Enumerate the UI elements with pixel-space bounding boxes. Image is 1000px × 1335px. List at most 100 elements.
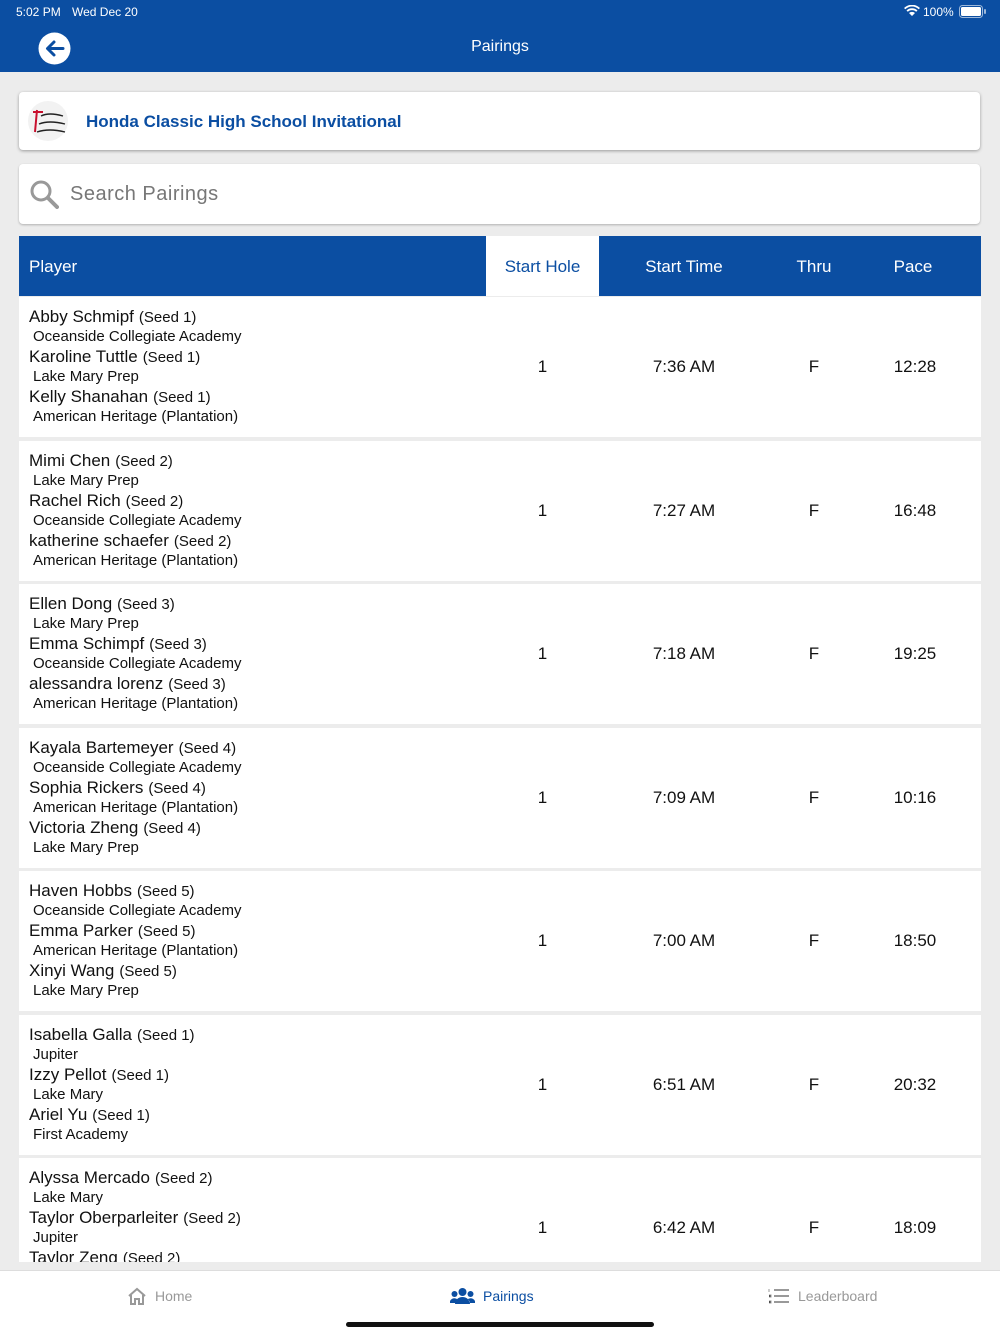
player-line: Sophia Rickers (Seed 4): [29, 778, 206, 798]
player-school: Oceanside Collegiate Academy: [33, 902, 242, 919]
thru: F: [808, 644, 820, 663]
player-school: American Heritage (Plantation): [33, 551, 239, 569]
pairings-icon: [450, 1288, 475, 1304]
player-school: Lake Mary Prep: [33, 368, 139, 385]
player-line: Izzy Pellot (Seed 1): [29, 1065, 169, 1085]
start-hole: 1: [537, 500, 548, 520]
player-seed: (Seed 2): [115, 452, 173, 470]
start-hole: 1: [537, 357, 548, 376]
player-name: Abby Schmipf: [29, 307, 134, 326]
back-button[interactable]: [38, 32, 71, 65]
pace: 19:25: [893, 644, 937, 663]
pace: 12:28: [893, 357, 937, 376]
player-school: Oceanside Collegiate Academy: [33, 758, 242, 776]
player-school: Oceanside Collegiate Academy: [33, 511, 242, 529]
player-name: Izzy Pellot: [29, 1064, 107, 1084]
player-name: Taylor Zeng: [29, 1248, 118, 1262]
thru: F: [808, 787, 820, 807]
pairing-row[interactable]: Ellen Dong (Seed 3) Lake Mary Prep Emma Sch…: [19, 584, 981, 724]
tournament-name: Honda Classic High School Invitational: [86, 112, 402, 131]
pace: 18:50: [893, 931, 937, 950]
player-school: American Heritage (Plantation): [33, 695, 239, 712]
player-name: Alyssa Mercado: [29, 1168, 150, 1187]
pairing-row[interactable]: Mimi Chen (Seed 2) Lake Mary Prep Rachel Ri…: [19, 440, 981, 581]
player-school: Lake Mary Prep: [33, 982, 139, 999]
thru: F: [808, 1218, 820, 1237]
player-line: Mimi Chen (Seed 2): [29, 451, 173, 471]
player-school: Lake Mary Prep: [33, 471, 139, 489]
tab-leaderboard[interactable]: Leaderboard: [768, 1287, 877, 1305]
pairing-row[interactable]: Isabella Galla (Seed 1) Jupiter Izzy Pellot…: [19, 1014, 981, 1155]
home-icon: [128, 1287, 146, 1305]
tournament-card[interactable]: Honda Classic High School Invitational: [19, 92, 980, 150]
player-school: Lake Mary Prep: [33, 615, 139, 632]
player-seed: (Seed 3): [168, 676, 226, 693]
player-seed: (Seed 1): [111, 1066, 170, 1084]
column-header[interactable]: Thru: [796, 257, 832, 276]
player-school: Oceanside Collegiate Academy: [33, 328, 242, 345]
player-name: Ellen Dong: [29, 594, 113, 613]
player-line: Abby Schmipf (Seed 1): [29, 307, 196, 327]
status-time: 5:02 PM: [16, 5, 61, 19]
player-name: katherine schaefer: [29, 530, 169, 550]
sorted-column-highlight: [486, 236, 599, 296]
tab-bar: Home Pairings Leaderboard: [0, 1270, 1000, 1335]
start-time: 7:36 AM: [652, 357, 716, 376]
player-seed: (Seed 1): [138, 309, 197, 326]
start-time: 6:51 AM: [652, 1074, 716, 1094]
player-school: First Academy: [33, 1125, 129, 1143]
player-seed: (Seed 1): [137, 1026, 195, 1044]
player-seed: (Seed 3): [117, 596, 175, 613]
tab-pairings[interactable]: Pairings: [450, 1287, 534, 1305]
player-line: Victoria Zheng (Seed 4): [29, 818, 201, 838]
player-seed: (Seed 5): [137, 923, 196, 940]
player-name: Isabella Galla: [29, 1024, 133, 1044]
player-seed: (Seed 1): [92, 1106, 150, 1124]
player-line: Ellen Dong (Seed 3): [29, 594, 175, 614]
page-title: Pairings: [471, 38, 529, 55]
player-seed: (Seed 5): [119, 963, 177, 980]
player-line: Emma Schimpf (Seed 3): [29, 634, 207, 654]
tournament-logo: [28, 101, 68, 141]
player-line: Taylor Zeng (Seed 2): [29, 1248, 180, 1262]
player-name: Kelly Shanahan: [29, 387, 149, 406]
player-line: Ariel Yu (Seed 1): [29, 1105, 150, 1125]
player-school: American Heritage (Plantation): [33, 798, 239, 816]
pairing-row[interactable]: Kayala Bartemeyer (Seed 4) Oceanside Colle…: [19, 727, 981, 868]
pace: 20:32: [893, 1074, 937, 1094]
player-line: Alyssa Mercado (Seed 2): [29, 1168, 212, 1188]
player-name: Sophia Rickers: [29, 777, 144, 797]
player-school: American Heritage (Plantation): [33, 942, 239, 959]
pairing-row[interactable]: Haven Hobbs (Seed 5) Oceanside Collegiate …: [19, 871, 981, 1011]
start-time: 7:00 AM: [652, 931, 716, 950]
start-time: 7:09 AM: [652, 787, 716, 807]
start-hole: 1: [537, 787, 548, 807]
player-name: alessandra lorenz: [29, 674, 164, 693]
player-line: alessandra lorenz (Seed 3): [29, 674, 226, 694]
player-seed: (Seed 2): [183, 1210, 241, 1227]
player-seed: (Seed 2): [122, 1250, 181, 1262]
start-hole: 1: [537, 1218, 548, 1237]
pace: 18:09: [893, 1218, 937, 1237]
pairing-row[interactable]: Alyssa Mercado (Seed 2) Lake Mary Taylor Ob…: [19, 1158, 981, 1262]
player-school: Jupiter: [33, 1229, 79, 1246]
player-seed: (Seed 4): [178, 739, 237, 757]
player-line: Taylor Oberparleiter (Seed 2): [29, 1208, 241, 1228]
column-header[interactable]: Start Hole: [504, 257, 581, 276]
pairing-row[interactable]: Abby Schmipf (Seed 1) Oceanside Collegiate…: [19, 297, 981, 437]
column-header[interactable]: Start Time: [645, 257, 723, 276]
start-time: 7:27 AM: [652, 500, 716, 520]
leaderboard-icon: [768, 1289, 789, 1304]
start-hole: 1: [537, 931, 548, 950]
player-school: Jupiter: [33, 1045, 79, 1063]
player-name: Karoline Tuttle: [29, 347, 138, 366]
search-field[interactable]: Search Pairings: [19, 164, 980, 224]
tab-home[interactable]: Home: [127, 1287, 192, 1305]
column-header[interactable]: Pace: [893, 257, 933, 276]
wifi-icon: [904, 5, 920, 16]
player-name: Haven Hobbs: [29, 881, 133, 900]
player-school: Oceanside Collegiate Academy: [33, 655, 242, 672]
column-header[interactable]: Player: [29, 257, 78, 276]
battery-icon: [959, 5, 986, 18]
